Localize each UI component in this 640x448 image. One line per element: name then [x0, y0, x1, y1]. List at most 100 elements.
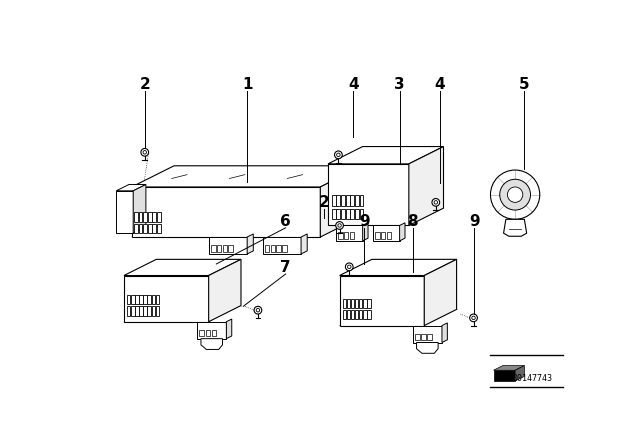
Polygon shape: [262, 237, 301, 254]
Bar: [152, 306, 155, 315]
Bar: [148, 212, 152, 222]
Bar: [152, 295, 155, 304]
Bar: [211, 246, 216, 252]
Bar: [265, 246, 269, 252]
Polygon shape: [124, 276, 209, 322]
Circle shape: [500, 179, 531, 210]
Text: 9: 9: [359, 214, 369, 229]
Circle shape: [472, 316, 476, 319]
Bar: [375, 233, 380, 238]
Polygon shape: [336, 225, 363, 241]
Polygon shape: [328, 164, 409, 225]
Polygon shape: [424, 259, 456, 326]
Bar: [156, 295, 159, 304]
Bar: [156, 306, 159, 315]
Bar: [347, 299, 350, 308]
Bar: [135, 295, 139, 304]
Polygon shape: [409, 146, 444, 225]
Bar: [342, 299, 346, 308]
Circle shape: [143, 151, 147, 154]
Bar: [347, 310, 350, 319]
Bar: [127, 306, 131, 315]
Circle shape: [346, 263, 353, 271]
Text: 5: 5: [519, 77, 530, 92]
Bar: [346, 208, 349, 220]
Polygon shape: [363, 223, 368, 241]
Polygon shape: [209, 259, 241, 322]
Polygon shape: [116, 185, 146, 191]
Text: 00147743: 00147743: [513, 375, 552, 383]
Text: 4: 4: [435, 77, 445, 92]
Polygon shape: [340, 259, 456, 276]
Bar: [387, 233, 391, 238]
Bar: [346, 195, 349, 206]
Bar: [131, 295, 134, 304]
Bar: [421, 334, 426, 340]
Text: 9: 9: [469, 214, 479, 229]
Bar: [381, 233, 385, 238]
Circle shape: [470, 314, 477, 322]
Polygon shape: [442, 323, 447, 343]
Bar: [363, 299, 367, 308]
Circle shape: [335, 151, 342, 159]
Text: 4: 4: [348, 77, 359, 92]
Bar: [344, 233, 348, 238]
Bar: [228, 246, 233, 252]
Polygon shape: [328, 146, 444, 164]
Bar: [332, 208, 336, 220]
Bar: [131, 306, 134, 315]
Circle shape: [338, 224, 341, 227]
Bar: [359, 299, 362, 308]
Bar: [157, 212, 161, 222]
Bar: [355, 195, 359, 206]
Bar: [332, 195, 336, 206]
Bar: [337, 195, 340, 206]
Polygon shape: [132, 187, 320, 237]
Bar: [367, 310, 371, 319]
Polygon shape: [493, 370, 515, 381]
Bar: [152, 224, 156, 233]
Bar: [271, 246, 275, 252]
Bar: [134, 212, 138, 222]
Bar: [276, 246, 281, 252]
Circle shape: [337, 153, 340, 156]
Bar: [282, 246, 287, 252]
Bar: [363, 310, 367, 319]
Circle shape: [336, 222, 344, 229]
Bar: [127, 295, 131, 304]
Bar: [341, 208, 345, 220]
Circle shape: [141, 148, 148, 156]
Bar: [217, 246, 221, 252]
Bar: [139, 224, 143, 233]
Bar: [147, 295, 151, 304]
Polygon shape: [372, 225, 399, 241]
Text: 1: 1: [242, 77, 252, 92]
Circle shape: [432, 198, 440, 206]
Polygon shape: [515, 366, 524, 381]
Circle shape: [348, 265, 351, 268]
Polygon shape: [132, 166, 363, 187]
Bar: [355, 299, 358, 308]
Polygon shape: [201, 339, 223, 349]
Bar: [350, 208, 354, 220]
Bar: [355, 310, 358, 319]
Polygon shape: [197, 322, 227, 339]
Bar: [147, 306, 151, 315]
Circle shape: [254, 306, 262, 314]
Bar: [367, 299, 371, 308]
Text: 7: 7: [280, 260, 291, 276]
Polygon shape: [116, 191, 133, 233]
Bar: [341, 195, 345, 206]
Bar: [134, 224, 138, 233]
Bar: [338, 233, 342, 238]
Bar: [140, 306, 143, 315]
Bar: [200, 330, 204, 336]
Circle shape: [256, 308, 260, 312]
Text: 6: 6: [280, 214, 291, 229]
Bar: [428, 334, 432, 340]
Polygon shape: [340, 276, 424, 326]
Bar: [139, 212, 143, 222]
Bar: [157, 224, 161, 233]
Bar: [223, 246, 227, 252]
Polygon shape: [124, 259, 241, 276]
